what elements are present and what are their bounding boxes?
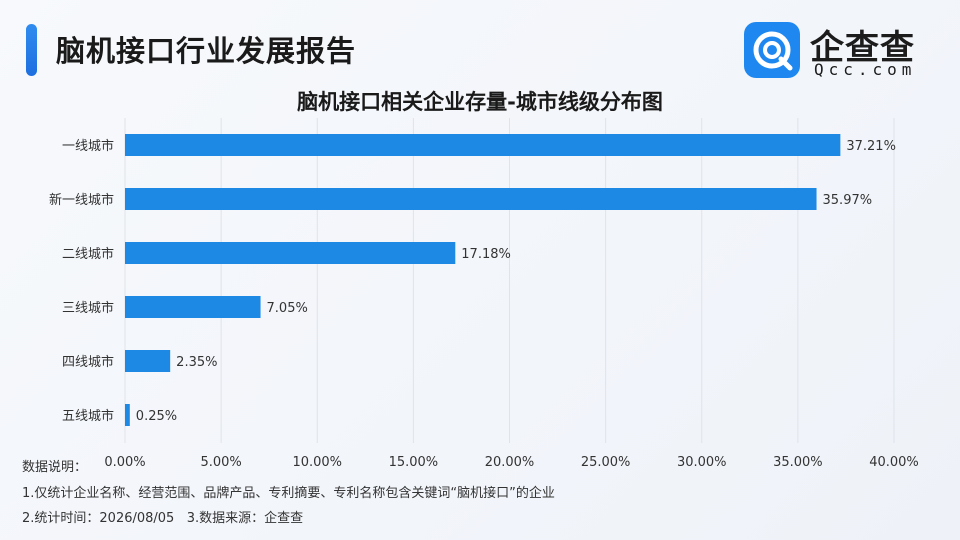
data-label: 17.18% bbox=[461, 247, 511, 262]
x-tick-label: 40.00% bbox=[869, 455, 919, 470]
category-label: 新一线城市 bbox=[49, 192, 114, 208]
bar bbox=[125, 134, 841, 156]
bar bbox=[125, 242, 456, 264]
category-label: 五线城市 bbox=[62, 408, 114, 424]
category-label: 三线城市 bbox=[62, 300, 114, 316]
category-label: 四线城市 bbox=[62, 354, 114, 370]
x-tick-label: 5.00% bbox=[200, 455, 241, 470]
bar bbox=[125, 404, 130, 426]
chart-title: 脑机接口相关企业存量-城市线级分布图 bbox=[297, 90, 663, 114]
x-tick-label: 15.00% bbox=[389, 455, 439, 470]
footer-note-1: 1.仅统计企业名称、经营范围、品牌产品、专利摘要、专利名称包含关键词“脑机接口”… bbox=[22, 486, 555, 501]
qcc-logo-icon bbox=[744, 22, 800, 78]
footer-note-2: 2.统计时间：2026/08/05 3.数据来源：企查查 bbox=[22, 511, 304, 526]
bar-chart: 0.00% 5.00% 10.00% 15.00% 20.00% 25.00% 30.00%… bbox=[49, 118, 919, 470]
category-label: 二线城市 bbox=[62, 246, 114, 262]
x-tick-label: 35.00% bbox=[773, 455, 823, 470]
logo-text: 企查查 bbox=[810, 28, 915, 68]
logo-subtext: Qcc.com bbox=[814, 60, 917, 79]
x-tick-label: 25.00% bbox=[581, 455, 631, 470]
data-label: 37.21% bbox=[846, 139, 896, 154]
x-tick-label: 30.00% bbox=[677, 455, 727, 470]
data-label: 2.35% bbox=[176, 355, 217, 370]
x-tick-label: 0.00% bbox=[104, 455, 145, 470]
data-label: 0.25% bbox=[136, 409, 177, 424]
page-title: 脑机接口行业发展报告 bbox=[56, 34, 357, 68]
x-tick-label: 20.00% bbox=[485, 455, 535, 470]
qcc-logo: 企查查 Qcc.com bbox=[744, 20, 924, 80]
title-accent-bar bbox=[26, 24, 37, 76]
data-label: 7.05% bbox=[267, 301, 308, 316]
x-tick-label: 10.00% bbox=[292, 455, 342, 470]
bar bbox=[125, 188, 817, 210]
bar bbox=[125, 350, 171, 372]
category-label: 一线城市 bbox=[62, 138, 114, 154]
data-label: 35.97% bbox=[823, 193, 873, 208]
bar bbox=[125, 296, 261, 318]
footer-label: 数据说明： bbox=[22, 460, 88, 475]
